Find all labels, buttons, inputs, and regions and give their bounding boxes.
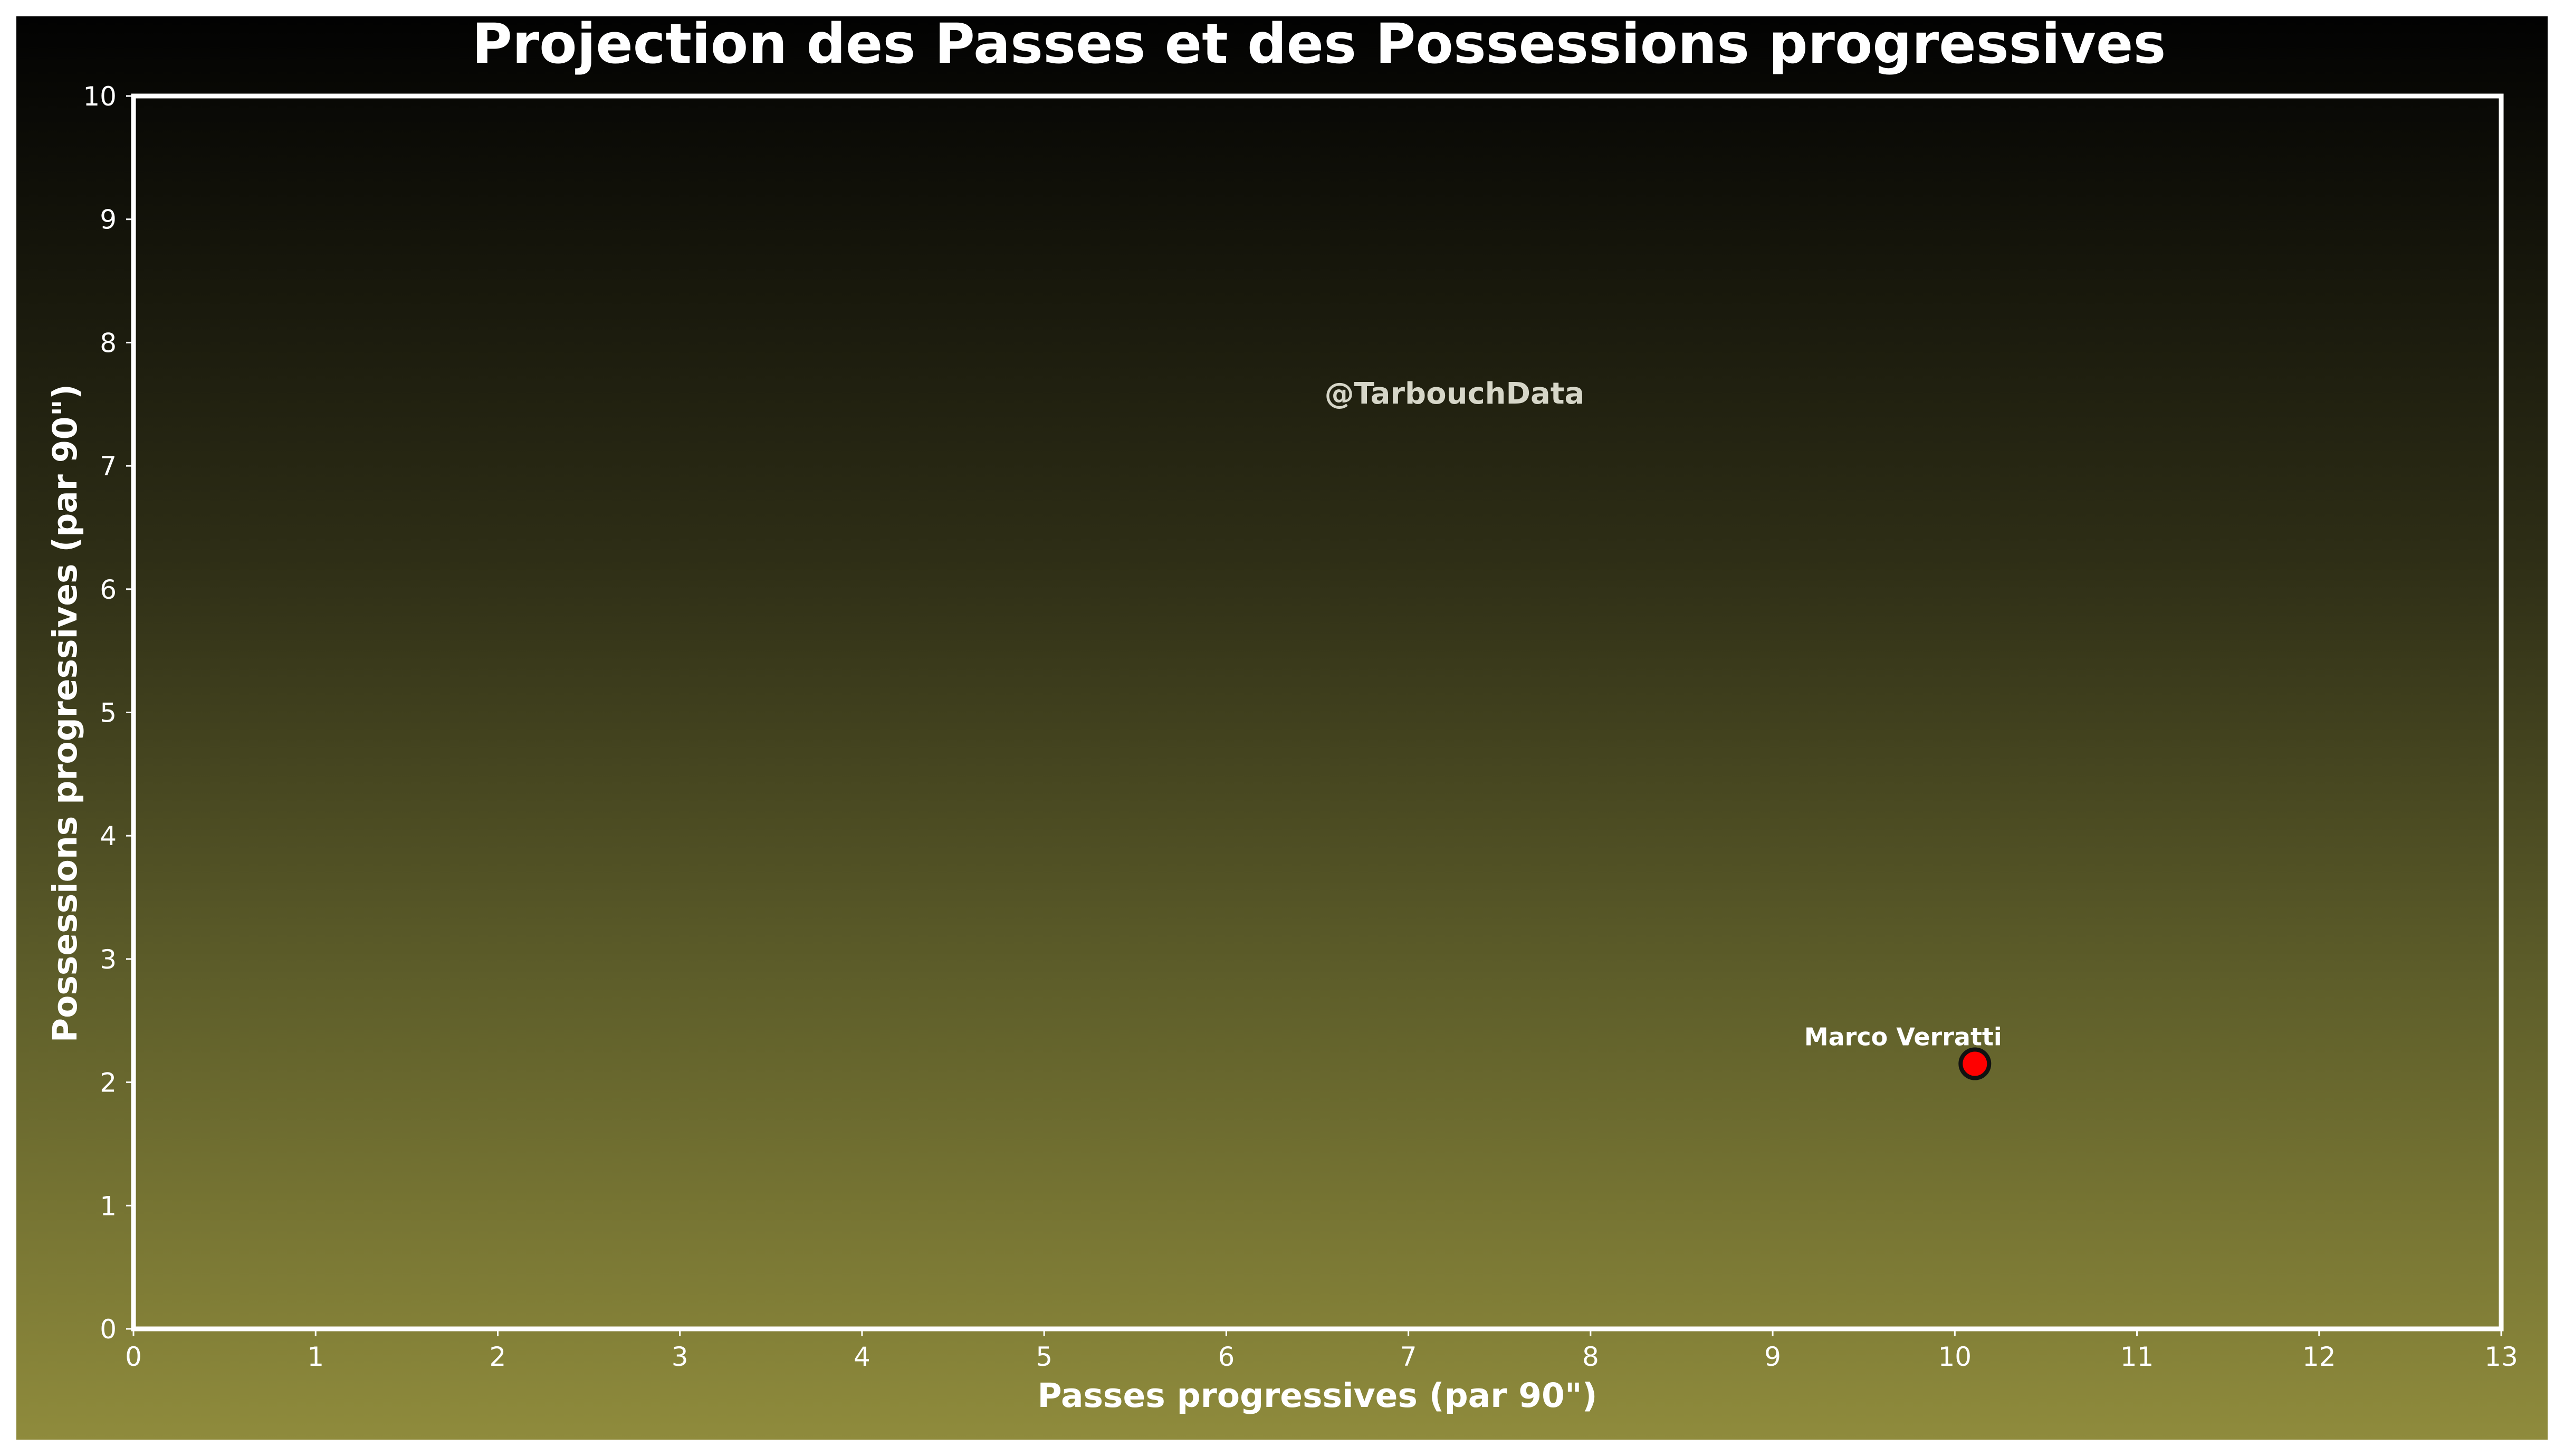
x-tick-label: 2 — [490, 1342, 506, 1372]
scatter-chart: Projection des Passes et des Possessions… — [46, 16, 2518, 1415]
y-tick-label: 10 — [83, 81, 117, 112]
x-tick-label: 0 — [125, 1342, 142, 1372]
y-tick-label: 1 — [100, 1191, 117, 1221]
x-tick-label: 7 — [1400, 1342, 1417, 1372]
watermark-text: @TarbouchData — [1325, 377, 1585, 411]
y-tick-label: 3 — [100, 944, 117, 975]
x-tick-label: 6 — [1218, 1342, 1235, 1372]
x-tick-label: 9 — [1764, 1342, 1781, 1372]
y-tick-label: 7 — [100, 451, 117, 482]
data-point — [1958, 1047, 1992, 1080]
x-tick-label: 10 — [1938, 1342, 1972, 1372]
chart-title: Projection des Passes et des Possessions… — [472, 16, 2166, 76]
y-tick-label: 2 — [100, 1068, 117, 1098]
x-tick-label: 5 — [1036, 1342, 1053, 1372]
x-tick-label: 8 — [1582, 1342, 1599, 1372]
x-tick-label: 4 — [854, 1342, 870, 1372]
y-tick-label: 0 — [100, 1314, 117, 1345]
x-tick-label: 11 — [2120, 1342, 2154, 1372]
data-points: Marco Verratti — [1804, 1023, 2002, 1080]
x-tick-label: 12 — [2302, 1342, 2336, 1372]
y-tick-label: 8 — [100, 328, 117, 358]
x-tick-label: 13 — [2484, 1342, 2518, 1372]
x-tick-label: 1 — [307, 1342, 324, 1372]
x-tick-label: 3 — [672, 1342, 688, 1372]
data-point-label: Marco Verratti — [1804, 1023, 2002, 1051]
x-axis-title: Passes progressives (par 90") — [1037, 1376, 1597, 1415]
plot-frame — [131, 93, 2504, 1332]
chart-panel: Projection des Passes et des Possessions… — [16, 16, 2548, 1440]
x-axis-ticks: 0 1 2 3 4 5 6 7 8 9 10 11 12 13 — [125, 1329, 2518, 1372]
y-tick-label: 9 — [100, 205, 117, 235]
y-axis-ticks: 0 1 2 3 4 5 6 7 8 9 10 — [83, 81, 133, 1345]
y-axis-title: Possessions progressives (par 90") — [46, 384, 84, 1042]
y-tick-label: 5 — [100, 698, 117, 729]
y-tick-label: 6 — [100, 574, 117, 605]
y-tick-label: 4 — [100, 821, 117, 851]
